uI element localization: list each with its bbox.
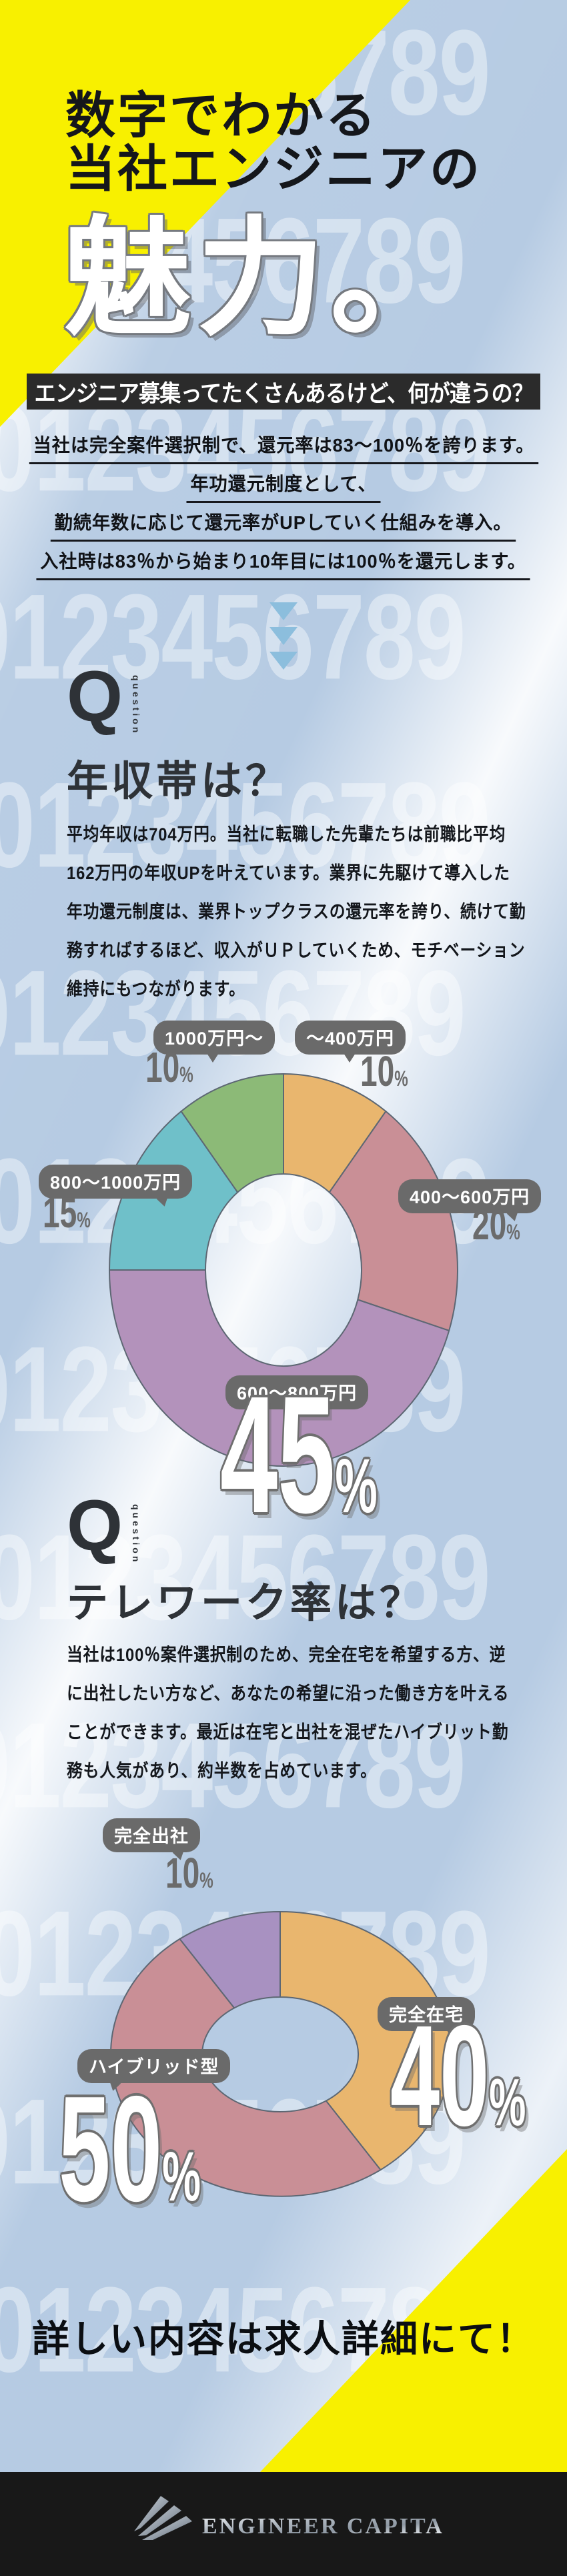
intro-line-3: 勤続年数に応じて還元率がUPしていく仕組みを導入。 bbox=[0, 508, 567, 542]
intro-line-2: 年功還元制度として、 bbox=[0, 470, 567, 503]
q2-mark: Q bbox=[67, 1485, 123, 1565]
logo-swoosh-icon bbox=[134, 2496, 192, 2540]
intro-line-4: 入社時は83％から始まり10年目には100％を還元します。 bbox=[0, 547, 567, 580]
intro-banner: エンジニア募集ってたくさんあるけど、何が違うの？ bbox=[27, 374, 540, 410]
intro-banner-text: エンジニア募集ってたくさんあるけど、何が違うの？ bbox=[34, 380, 533, 407]
chart1-value-1000plus: 10% bbox=[145, 1043, 193, 1091]
intro-line-1: 当社は完全案件選択制で、還元率は83～100％を誇ります。 bbox=[0, 431, 567, 464]
q2-mark-sub: question bbox=[131, 1504, 141, 1565]
chart2-value-office: 10% bbox=[165, 1849, 213, 1897]
q1-heading: 年収帯は？ bbox=[67, 758, 291, 804]
page-title-emphasis: 魅力。 bbox=[63, 207, 464, 350]
q2-heading: テレワーク率は？ bbox=[67, 1580, 425, 1626]
q1-mark-sub: question bbox=[131, 675, 141, 736]
chart2-value-hybrid: 50% bbox=[59, 2064, 201, 2232]
footer: ENGINEER CAPITAL bbox=[0, 2472, 567, 2576]
engineer-capital-logo: ENGINEER CAPITAL bbox=[134, 2496, 444, 2540]
chart1-value-800-1000: 15% bbox=[43, 1189, 91, 1237]
logo-brand-text: ENGINEER CAPITAL bbox=[202, 2514, 444, 2539]
chart1-value-600-800: 45% bbox=[220, 1361, 378, 1547]
q1-paragraph: 平均年収は704万円。当社に転職した先輩たちは前職比平均 162万円の年収UPを… bbox=[67, 824, 526, 999]
cta-text: 詳しい内容は求人詳細にて！ bbox=[32, 2318, 535, 2360]
chart1-value-400-600: 20% bbox=[472, 1201, 520, 1249]
q1-mark: Q bbox=[67, 656, 123, 736]
chart2-label-office: 完全出社 bbox=[103, 1818, 200, 1852]
q2-paragraph: 当社は100％案件選択制のため、完全在宅を希望する方、逆 に出社したい方など、あ… bbox=[67, 1645, 510, 1781]
chart1-value-under400: 10% bbox=[360, 1047, 408, 1095]
chart2-value-remote: 40% bbox=[390, 1995, 526, 2156]
